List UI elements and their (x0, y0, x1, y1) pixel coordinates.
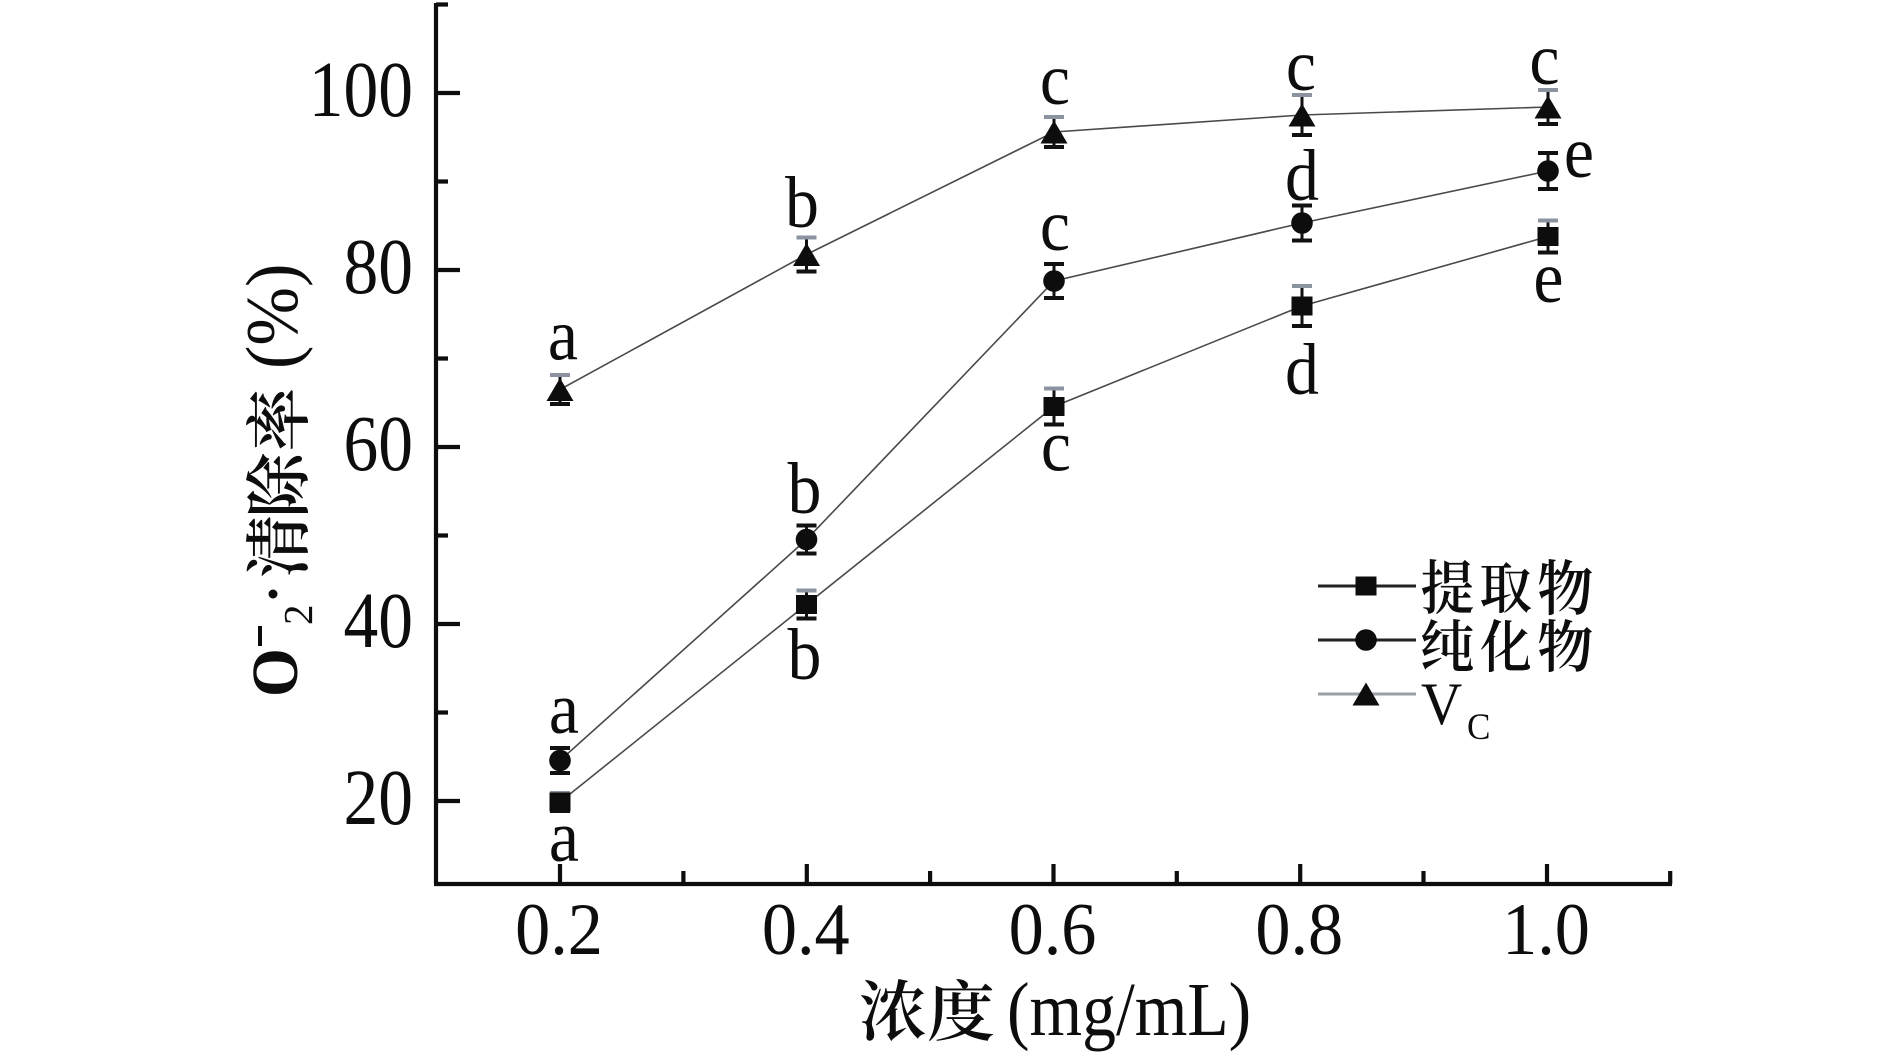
svg-text:C: C (1467, 706, 1490, 747)
svg-text:a: a (549, 797, 579, 878)
svg-text:0.8: 0.8 (1255, 888, 1343, 970)
svg-text:c: c (1040, 186, 1070, 267)
svg-text:(mg/mL): (mg/mL) (1007, 967, 1251, 1052)
svg-text:d: d (1285, 330, 1319, 411)
svg-text:0.6: 0.6 (1009, 888, 1097, 970)
svg-text:c: c (1040, 40, 1070, 121)
svg-text:2: 2 (275, 605, 321, 626)
svg-text:100: 100 (309, 47, 413, 134)
svg-text:a: a (549, 669, 579, 750)
svg-text:b: b (788, 449, 822, 530)
svg-text:b: b (788, 615, 822, 696)
svg-text:20: 20 (343, 755, 413, 842)
svg-text:e: e (1564, 113, 1594, 194)
svg-text:e: e (1533, 238, 1563, 319)
svg-text:V: V (1421, 671, 1462, 738)
svg-text:(%): (%) (231, 264, 313, 369)
svg-text:O: O (239, 648, 312, 697)
svg-text:a: a (548, 295, 578, 376)
svg-text:0.2: 0.2 (515, 888, 603, 970)
svg-text:d: d (1285, 136, 1319, 217)
svg-text:0.4: 0.4 (762, 888, 850, 970)
svg-text:60: 60 (343, 401, 413, 488)
svg-text:c: c (1041, 406, 1071, 487)
svg-text:40: 40 (343, 578, 413, 665)
svg-text:b: b (785, 163, 819, 244)
svg-text:c: c (1286, 26, 1316, 107)
svg-text:1.0: 1.0 (1502, 888, 1590, 970)
svg-text:80: 80 (343, 224, 413, 311)
svg-text:c: c (1529, 20, 1559, 101)
